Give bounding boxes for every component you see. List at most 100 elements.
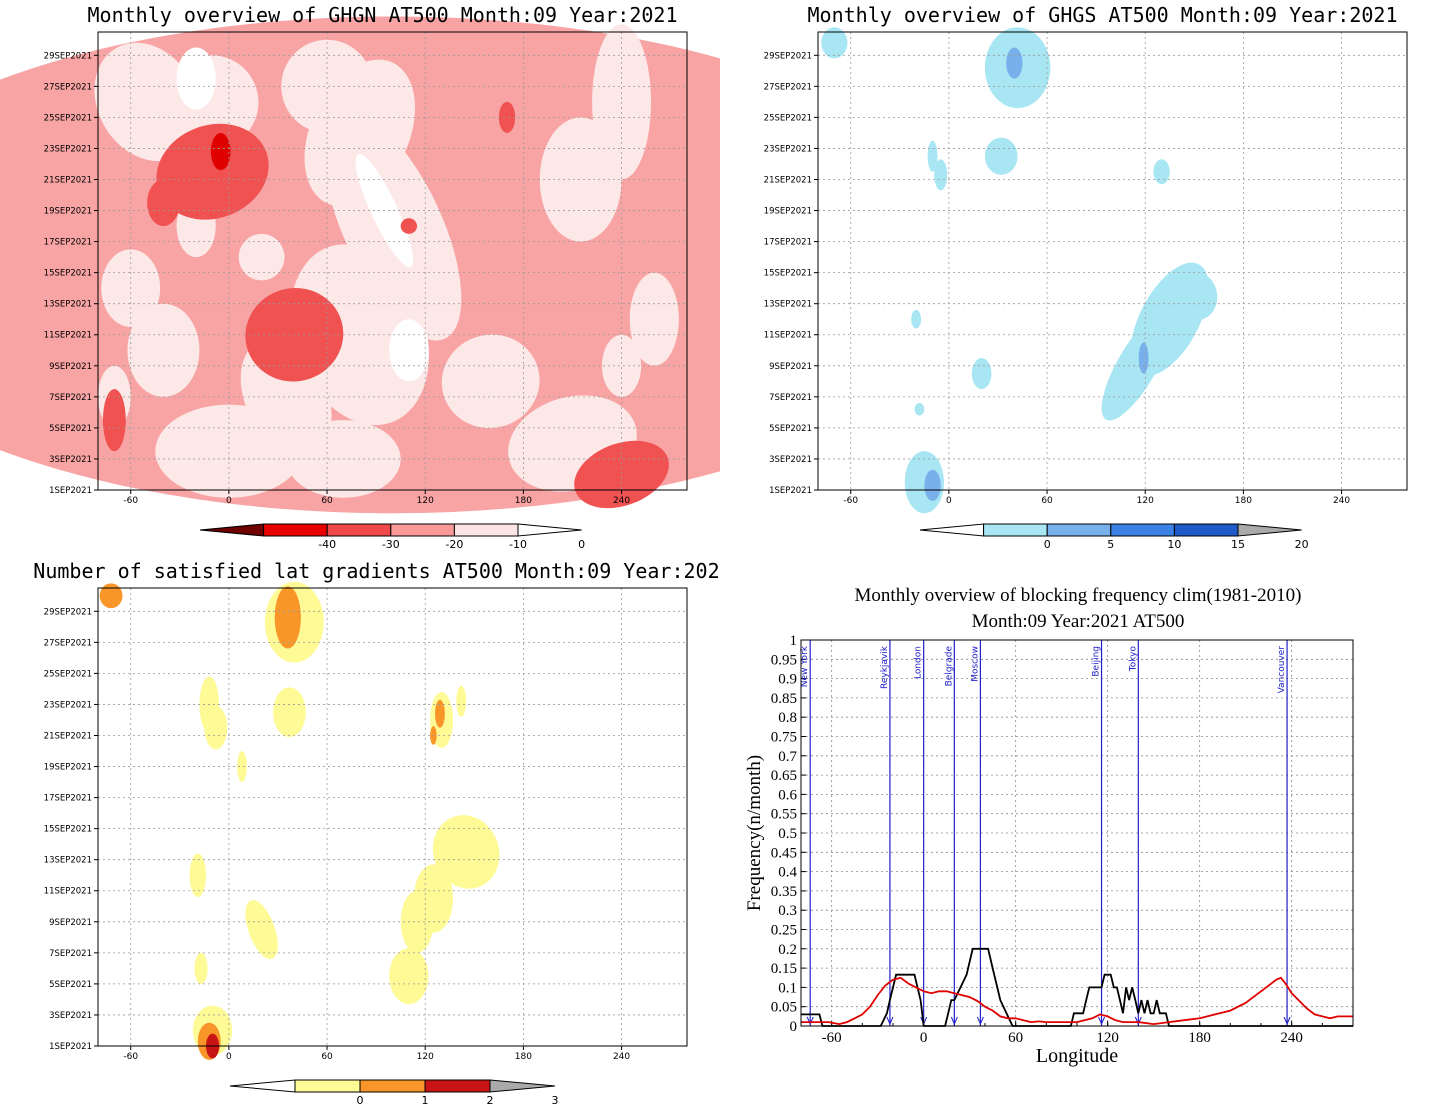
y-tick-label: 13SEP2021: [44, 856, 92, 866]
x-tick-label: 60: [1008, 1030, 1023, 1046]
colorbar-label: 1: [422, 1094, 429, 1107]
y-tick-label: 0.8: [778, 710, 797, 726]
colorbar-label: 0: [1044, 538, 1051, 551]
contour-blob: [924, 469, 941, 501]
y-tick-label: 11SEP2021: [44, 331, 92, 341]
contour-blob: [210, 132, 231, 171]
y-tick-label: 19SEP2021: [44, 763, 92, 773]
colorbar-segment: [359, 1079, 426, 1093]
y-tick-label: 21SEP2021: [764, 175, 812, 185]
y-tick-label: 9SEP2021: [49, 918, 92, 928]
y-tick-label: 0.35: [771, 884, 797, 900]
colorbar-segment: [983, 523, 1048, 537]
y-tick-label: 21SEP2021: [44, 731, 92, 741]
x-tick-label: 120: [1137, 496, 1154, 506]
contour-blob: [155, 404, 303, 498]
contour-blob: [176, 47, 216, 110]
city-arrow: [976, 1016, 984, 1026]
x-tick-label: 240: [1280, 1030, 1303, 1046]
ghgn-panel: Monthly overview of GHGN AT500 Month:09 …: [0, 0, 720, 556]
y-tick-label: 23SEP2021: [764, 144, 812, 154]
contour-blob: [629, 272, 679, 366]
ghgn-chart: Monthly overview of GHGN AT500 Month:09 …: [0, 3, 720, 551]
y-tick-label: 29SEP2021: [44, 51, 92, 61]
city-arrow: [806, 1016, 814, 1026]
contour-blob: [914, 403, 925, 416]
plot-frame: [97, 31, 688, 491]
colorbar-segment: [1110, 523, 1175, 537]
colorbar-segment: [424, 1079, 491, 1093]
x-tick-label: 60: [1041, 496, 1053, 506]
y-tick-label: 23SEP2021: [44, 144, 92, 154]
y-tick-label: 9SEP2021: [49, 362, 92, 372]
y-tick-label: 11SEP2021: [44, 887, 92, 897]
y-tick-label: 13SEP2021: [44, 300, 92, 310]
contour-blob: [984, 137, 1018, 175]
city-label: New York: [800, 645, 810, 687]
y-tick-label: 25SEP2021: [44, 669, 92, 679]
colorbar-triangle: [517, 523, 582, 537]
contour-blob: [574, 440, 669, 509]
contour-blob: [498, 101, 516, 133]
y-tick-label: 17SEP2021: [44, 238, 92, 248]
x-tick-label: 180: [1235, 496, 1252, 506]
colorbar-segment: [294, 1079, 361, 1093]
y-tick-label: 0.1: [778, 980, 797, 996]
colorbar-label: 0: [357, 1094, 364, 1107]
x-tick-label: 0: [920, 1030, 928, 1046]
contour-blob: [99, 583, 123, 609]
contour-blob: [601, 334, 642, 397]
y-tick-label: 0: [790, 1019, 798, 1035]
contour-blob: [238, 233, 285, 281]
y-tick-label: 7SEP2021: [49, 393, 92, 403]
y-tick-label: 1SEP2021: [769, 486, 812, 496]
y-tick-label: 1SEP2021: [49, 486, 92, 496]
colorbar-segment: [1046, 523, 1112, 537]
y-tick-label: 19SEP2021: [764, 207, 812, 217]
y-tick-label: 5SEP2021: [49, 980, 92, 990]
colorbar-label: -30: [382, 538, 400, 551]
colorbar-triangle: [489, 1079, 556, 1093]
y-tick-label: 15SEP2021: [764, 269, 812, 279]
city-label: Belgrade: [944, 646, 954, 687]
y-tick-label: 1: [790, 633, 798, 649]
y-tick-label: 7SEP2021: [49, 949, 92, 959]
x-tick-label: 0: [226, 1052, 232, 1062]
plot-frame: [817, 31, 1408, 491]
colorbar-segment: [1173, 523, 1239, 537]
colorbar-label: 20: [1295, 538, 1309, 551]
y-tick-label: 25SEP2021: [764, 113, 812, 123]
y-tick-label: 3SEP2021: [49, 455, 92, 465]
city-arrow: [1134, 1016, 1142, 1026]
y-tick-label: 23SEP2021: [44, 700, 92, 710]
contour-blob: [911, 309, 922, 329]
contour-blob: [456, 685, 467, 717]
ghgs-chart: Monthly overview of GHGS AT500 Month:09 …: [764, 3, 1408, 551]
contour-blob: [102, 389, 126, 452]
chart-title: Monthly overview of GHGN AT500 Month:09 …: [87, 3, 677, 27]
plot-frame: [800, 639, 1354, 1027]
y-tick-label: 15SEP2021: [44, 269, 92, 279]
y-tick-label: 29SEP2021: [764, 51, 812, 61]
x-tick-label: 180: [515, 496, 532, 506]
colorbar-label: 0: [578, 538, 585, 551]
contour-blob: [1006, 47, 1023, 79]
city-label: Beijing: [1092, 646, 1102, 677]
y-tick-label: 0.45: [771, 845, 797, 861]
city-arrow: [1098, 1016, 1105, 1026]
contour-blob: [400, 218, 418, 234]
contour-blob: [389, 948, 429, 1005]
x-tick-label: 240: [613, 1052, 630, 1062]
contour-blob: [435, 699, 445, 728]
y-tick-label: 0.5: [778, 826, 797, 842]
contour-blob: [273, 687, 306, 738]
y-tick-label: 0.55: [771, 807, 797, 823]
y-tick-label: 0.25: [771, 923, 797, 939]
chart-title: Monthly overview of GHGS AT500 Month:09 …: [807, 3, 1397, 27]
y-tick-label: 0.95: [771, 652, 797, 668]
colorbar-segment: [390, 523, 455, 537]
city-label: Reykjavik: [880, 645, 890, 689]
contour-blob: [821, 27, 848, 59]
city-label: Tokyo: [1128, 646, 1138, 673]
y-tick-label: 19SEP2021: [44, 207, 92, 217]
